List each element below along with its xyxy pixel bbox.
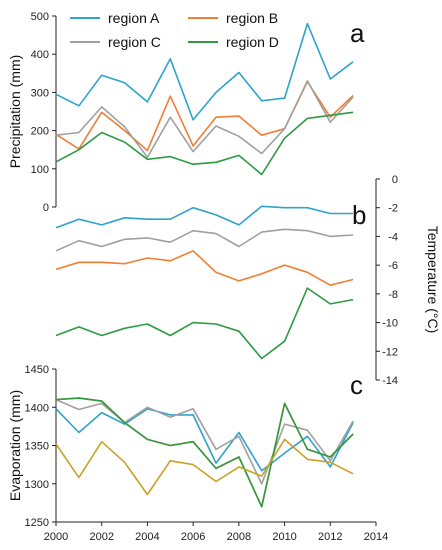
series-line-1 bbox=[55, 205, 354, 229]
y-tick-label: 400 bbox=[31, 49, 49, 61]
series-line-2 bbox=[55, 228, 354, 252]
series-line-region-b bbox=[55, 80, 354, 152]
series-line-4 bbox=[55, 287, 354, 360]
y-axis-label: Temperature (°C) bbox=[425, 226, 441, 334]
series-line-region-d bbox=[55, 111, 354, 176]
x-tick-label: 2008 bbox=[227, 531, 251, 543]
legend-region-a-label: region A bbox=[108, 10, 160, 26]
x-tick-label: 2002 bbox=[89, 531, 113, 543]
legend-region-b-label: region B bbox=[226, 10, 278, 26]
x-tick-label: 2006 bbox=[181, 531, 205, 543]
panel-letter-a: a bbox=[350, 18, 365, 48]
series-line-3 bbox=[55, 250, 354, 287]
panel-b bbox=[55, 178, 380, 381]
panel-c bbox=[52, 368, 377, 526]
y-tick-label: -10 bbox=[382, 318, 398, 330]
y-axis-label: Evaporation (mm) bbox=[7, 390, 23, 501]
series-line-1 bbox=[55, 407, 354, 472]
y-tick-label: 500 bbox=[31, 11, 49, 23]
x-tick-label: 2004 bbox=[135, 531, 159, 543]
y-tick-label: 0 bbox=[43, 202, 49, 214]
y-tick-label: 200 bbox=[31, 126, 49, 138]
y-tick-label: -4 bbox=[388, 231, 398, 243]
y-tick-label: 1300 bbox=[25, 479, 49, 491]
x-tick-label: 2000 bbox=[44, 531, 68, 543]
y-tick-label: 1250 bbox=[25, 517, 49, 529]
y-tick-label: -14 bbox=[382, 375, 398, 387]
panel-a bbox=[52, 15, 354, 208]
series-line-region-a bbox=[55, 22, 354, 121]
y-tick-label: 0 bbox=[392, 174, 398, 186]
y-tick-label: 1400 bbox=[25, 402, 49, 414]
series-line-4 bbox=[55, 397, 354, 508]
y-axis-label: Precipitation (mm) bbox=[7, 55, 23, 169]
y-tick-label: -2 bbox=[388, 203, 398, 215]
panel-letter-c: c bbox=[350, 370, 363, 400]
y-tick-label: -8 bbox=[388, 289, 398, 301]
y-tick-label: 1350 bbox=[25, 441, 49, 453]
series-line-5 bbox=[55, 438, 354, 496]
series-line-2 bbox=[55, 398, 354, 485]
x-tick-label: 2012 bbox=[318, 531, 342, 543]
panel-letter-b: b bbox=[352, 200, 366, 230]
y-tick-label: 300 bbox=[31, 87, 49, 99]
legend-region-d-label: region D bbox=[226, 34, 279, 50]
x-tick-label: 2010 bbox=[272, 531, 296, 543]
y-tick-label: 100 bbox=[31, 164, 49, 176]
y-tick-label: -6 bbox=[388, 260, 398, 272]
y-tick-label: -12 bbox=[382, 346, 398, 358]
y-tick-label: 1450 bbox=[25, 364, 49, 376]
series-line-region-c bbox=[55, 80, 354, 159]
x-tick-label: 2014 bbox=[364, 531, 388, 543]
legend-region-c-label: region C bbox=[108, 34, 161, 50]
